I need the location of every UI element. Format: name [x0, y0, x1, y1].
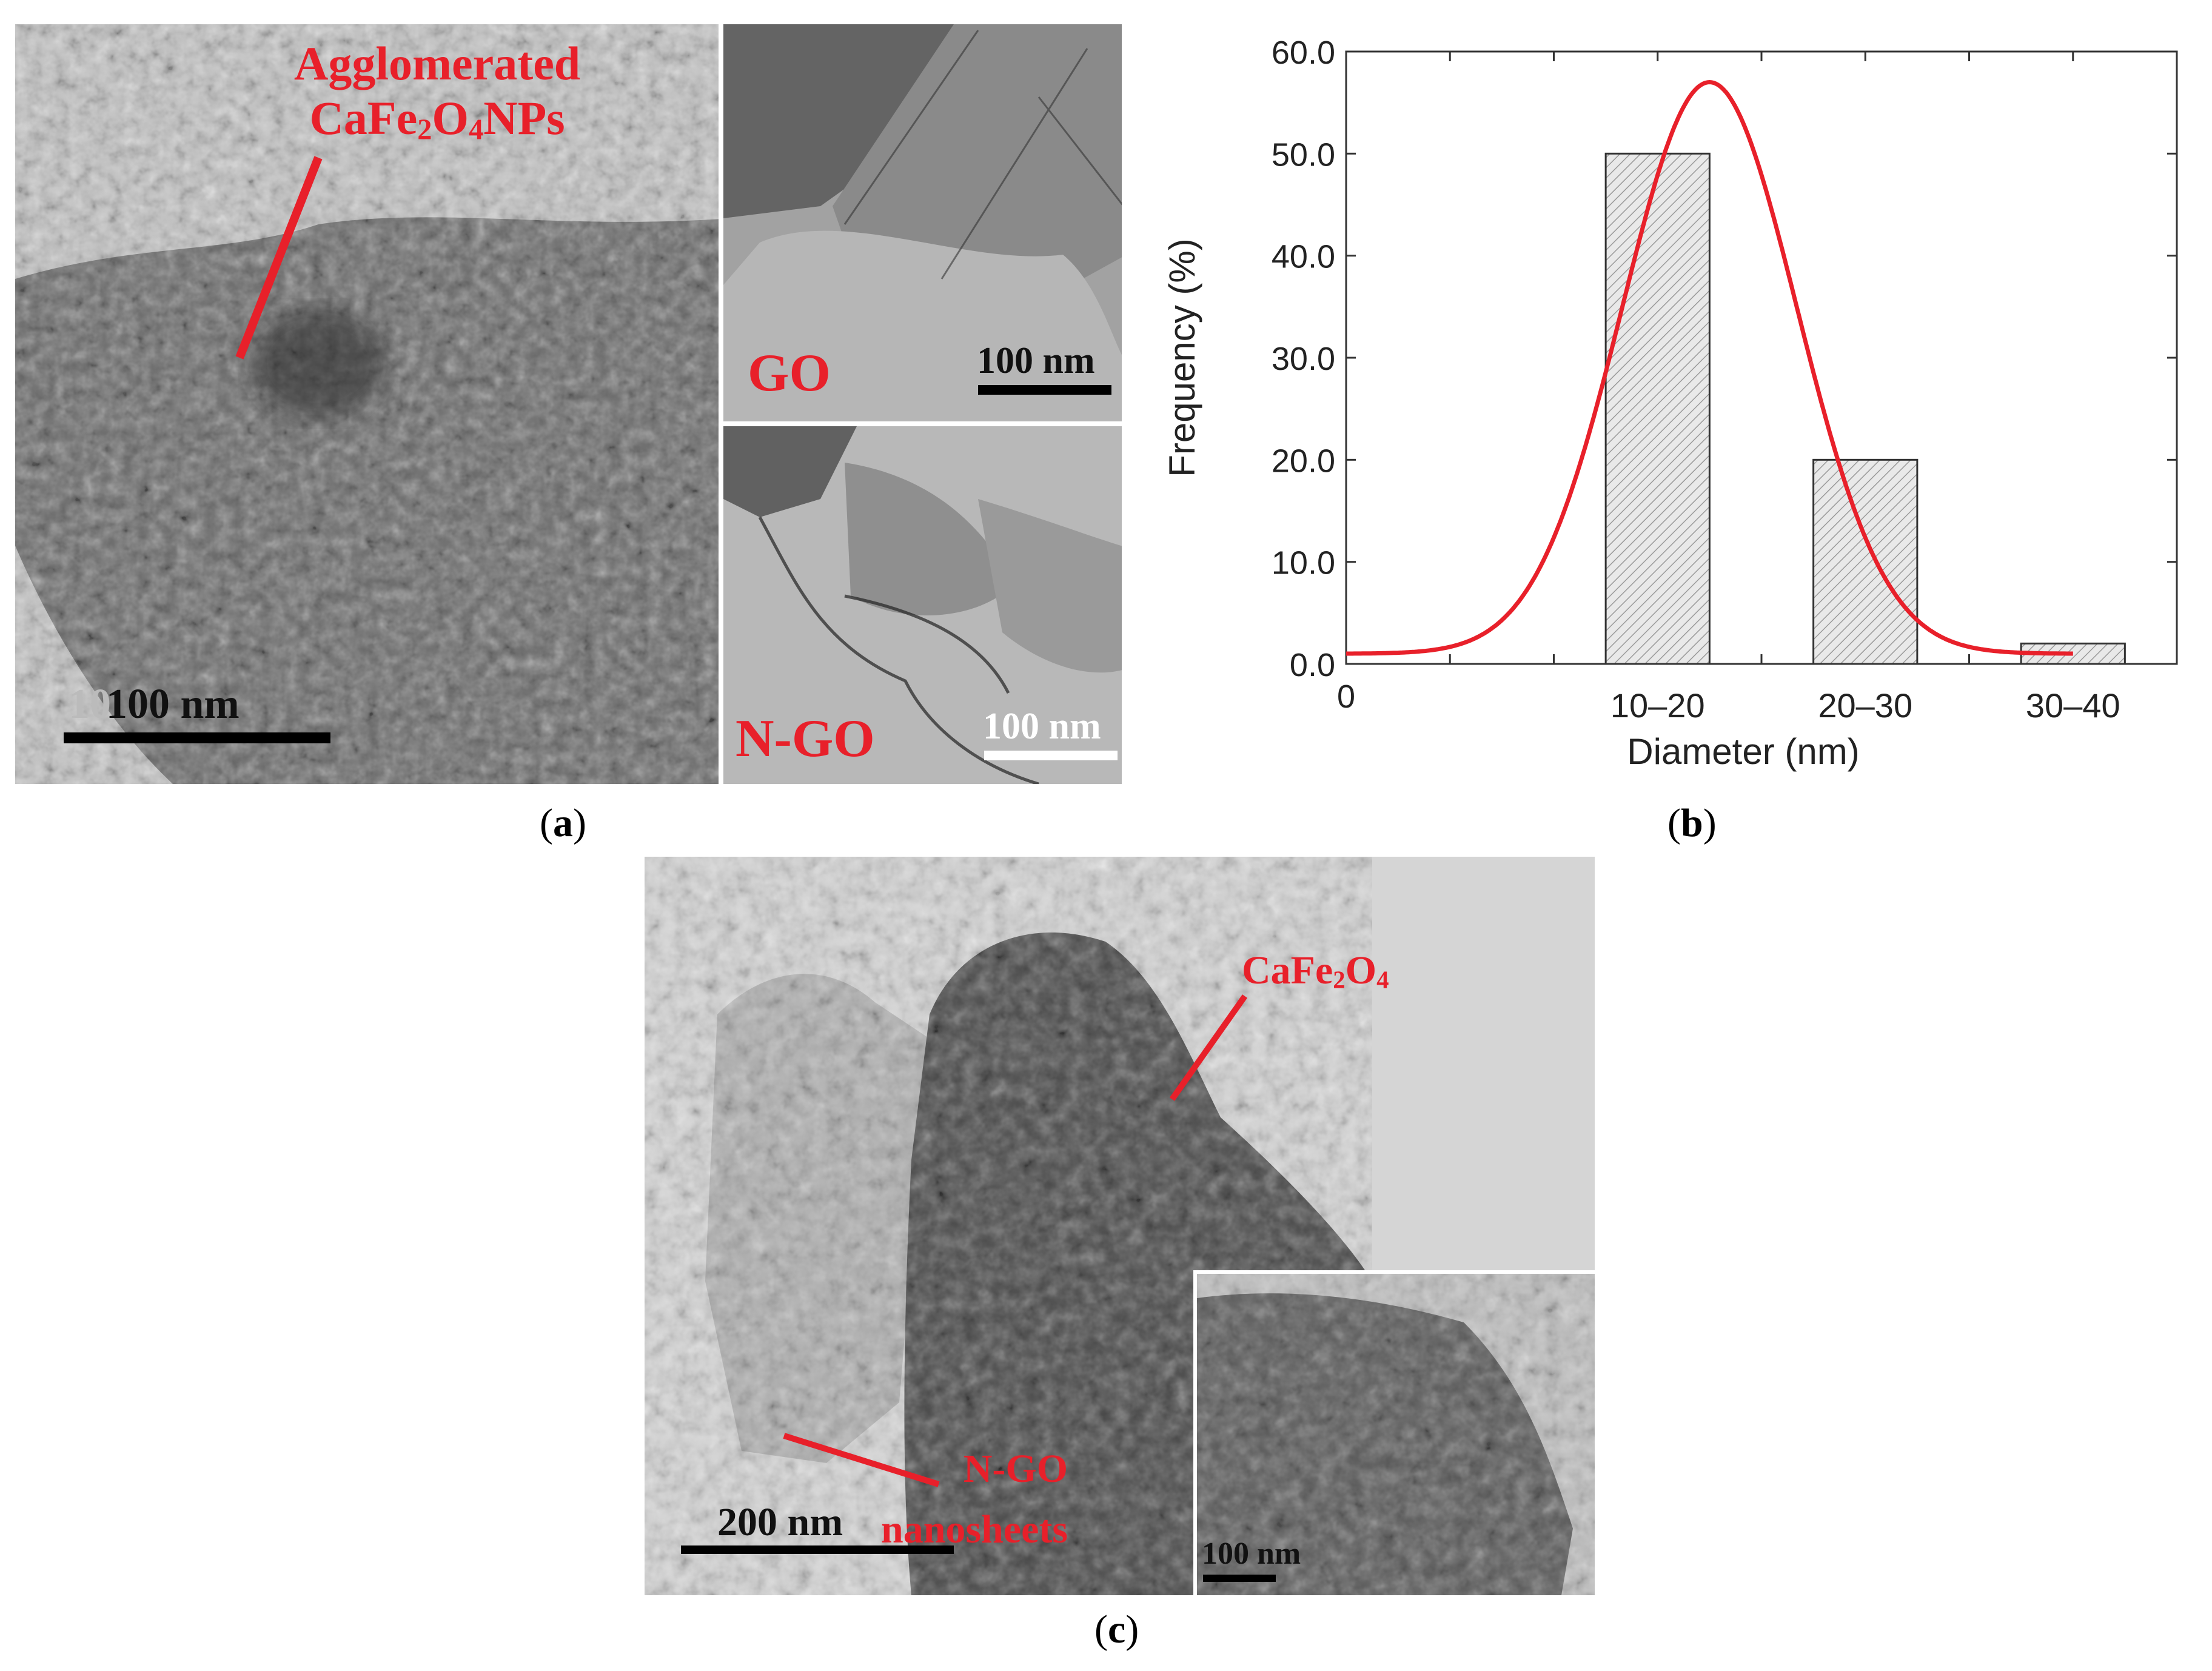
bar-10–20	[1604, 152, 1711, 665]
y-tick-label: 50.0	[1272, 136, 1335, 173]
agglomerated-pointer	[235, 156, 323, 360]
axis-ticks	[1345, 50, 2178, 665]
go-scale-label: 100 nm	[977, 340, 1095, 381]
y-tick-labels: 0.0 10.0 20.0 30.0 40.0 50.0 60.0	[1272, 35, 1335, 683]
main-scale-label: 100 nm	[106, 681, 240, 728]
panel-c-inset: 100 nm	[1193, 1270, 1595, 1595]
y-tick-label: 30.0	[1272, 341, 1335, 377]
histogram-chart: 0.0 10.0 20.0 30.0 40.0 50.0 60.0 0 10–20 20–30 3…	[1162, 35, 2178, 772]
agglomerated-label: Agglomerated CaFe2O4NPs	[294, 37, 581, 146]
go-sheet-texture	[723, 24, 1122, 421]
inset-go: GO 100 nm	[719, 24, 1122, 426]
x-tick-labels: 0 10–20 20–30 30–40	[1337, 678, 2120, 725]
main-scale-bar	[64, 732, 330, 743]
cafe2o4-label: CaFe2O4	[1242, 948, 1389, 994]
gaussian-fit-curve	[1346, 79, 2073, 656]
go-scale-bar	[978, 385, 1111, 395]
x-tick-label: 30–40	[2026, 686, 2120, 725]
ngo-scale-label: 100 nm	[983, 706, 1101, 747]
go-label: GO	[748, 344, 831, 403]
x-axis-label: Diameter (nm)	[1627, 731, 1859, 772]
c-inset-scale-bar	[1203, 1575, 1276, 1582]
plot-frame	[1345, 50, 2178, 665]
y-axis-label: Frequency (%)	[1162, 238, 1202, 477]
caption-a: (a)	[540, 801, 586, 845]
inset-texture-c	[1197, 1274, 1595, 1595]
x-tick-label-zero: 0	[1337, 678, 1355, 715]
ngo-pointer	[783, 1433, 940, 1487]
y-tick-label: 60.0	[1272, 35, 1335, 71]
y-tick-label: 20.0	[1272, 443, 1335, 479]
ngo-label: N-GO	[736, 709, 875, 768]
c-inset-scale-label: 100 nm	[1202, 1536, 1301, 1571]
caption-c: (c)	[1094, 1607, 1139, 1652]
panel-c-tem-image: CaFe2O4 N-GO nanosheets 200 nm 100 nm	[645, 857, 1595, 1595]
main-scale-ghost: 10	[69, 681, 111, 728]
ngo-sheet-texture	[723, 426, 1122, 784]
caption-b: (b)	[1667, 801, 1717, 845]
bar-20–30	[1812, 458, 1919, 665]
inset-ngo: N-GO 100 nm	[719, 426, 1122, 784]
plot-area	[1345, 50, 2178, 665]
y-tick-label: 0.0	[1290, 647, 1335, 683]
y-tick-label: 40.0	[1272, 239, 1335, 275]
cafe2o4-pointer	[1169, 994, 1248, 1101]
x-tick-label: 20–30	[1818, 686, 1912, 725]
panel-a-tem-image: Agglomerated CaFe2O4NPs 10 100 nm GO 100…	[15, 24, 1122, 784]
ngo-scale-bar	[984, 751, 1118, 760]
y-tick-label: 10.0	[1272, 545, 1335, 581]
c-main-scale-label: 200 nm	[717, 1500, 843, 1544]
ngo-nanosheets-label: N-GO nanosheets	[881, 1447, 1068, 1552]
c-main-scale-bar	[681, 1545, 954, 1554]
x-tick-label: 10–20	[1610, 686, 1705, 725]
bars	[1604, 152, 2126, 665]
